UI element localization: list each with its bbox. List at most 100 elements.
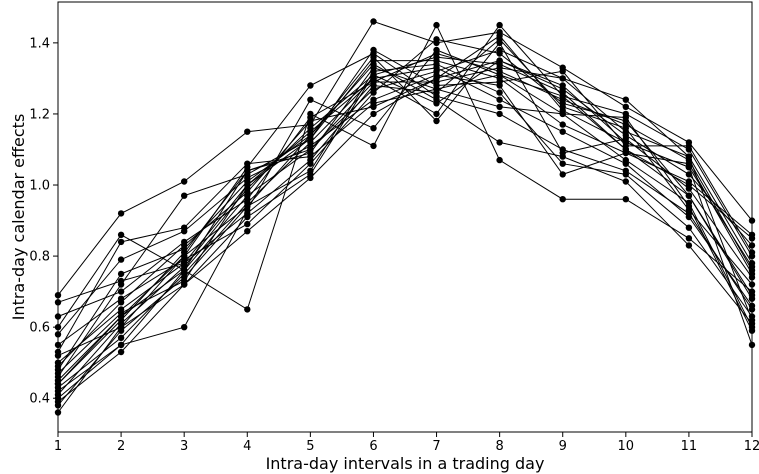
series-line xyxy=(57,20,753,296)
data-point xyxy=(622,114,629,121)
x-tick-label: 6 xyxy=(369,439,377,454)
data-point xyxy=(307,96,314,103)
data-point xyxy=(307,132,314,139)
series-line xyxy=(57,49,753,399)
data-point xyxy=(622,171,629,178)
series-line xyxy=(57,63,753,357)
data-point xyxy=(370,110,377,118)
data-point xyxy=(622,146,629,153)
series-line xyxy=(57,38,753,303)
data-point xyxy=(244,128,251,135)
data-point xyxy=(496,156,503,164)
x-tick-label: 11 xyxy=(681,439,698,454)
data-point xyxy=(433,36,440,43)
data-point xyxy=(433,50,440,57)
data-point xyxy=(181,252,188,260)
data-point xyxy=(117,313,125,320)
data-point xyxy=(559,160,566,167)
y-tick-label: 0.6 xyxy=(29,321,50,336)
data-point xyxy=(622,139,629,146)
data-point xyxy=(496,60,503,68)
x-tick-label: 12 xyxy=(744,439,759,454)
data-point xyxy=(433,64,440,71)
data-point xyxy=(433,89,440,96)
data-point xyxy=(622,160,629,167)
data-point xyxy=(433,96,440,103)
data-point xyxy=(496,139,503,146)
data-point xyxy=(496,110,503,118)
data-point xyxy=(685,178,693,185)
data-point xyxy=(559,75,566,82)
series-line xyxy=(57,35,753,367)
data-point xyxy=(559,128,566,135)
series-line xyxy=(57,67,753,385)
data-point xyxy=(496,78,503,86)
data-point xyxy=(117,299,125,306)
x-tick-label: 7 xyxy=(432,439,440,454)
data-point xyxy=(181,242,188,249)
y-axis-ticks: 0.4 0.6 0.8 1.0 1.2 1.4 xyxy=(29,36,58,407)
data-point xyxy=(181,228,188,235)
x-tick-label: 10 xyxy=(618,439,635,454)
x-tick-label: 8 xyxy=(495,439,503,454)
data-point xyxy=(307,125,314,132)
data-point xyxy=(433,21,440,29)
data-point xyxy=(244,306,251,313)
y-tick-label: 1.2 xyxy=(29,107,50,122)
data-point xyxy=(685,156,693,164)
series-group xyxy=(54,60,756,359)
data-point xyxy=(117,231,125,238)
data-point xyxy=(370,96,377,103)
data-point xyxy=(559,121,566,128)
x-axis-label: Intra-day intervals in a trading day xyxy=(266,454,545,473)
x-tick-label: 5 xyxy=(306,439,314,454)
data-point xyxy=(244,213,251,221)
data-point xyxy=(181,324,188,331)
data-point xyxy=(685,213,693,221)
data-point xyxy=(685,235,693,242)
series-line xyxy=(57,60,753,378)
data-point xyxy=(559,89,566,96)
data-point xyxy=(181,260,188,267)
data-point xyxy=(433,82,440,89)
series-line xyxy=(57,67,753,388)
data-point xyxy=(370,78,377,86)
data-point xyxy=(370,142,377,150)
data-point xyxy=(117,341,125,349)
data-point xyxy=(307,171,314,178)
data-point xyxy=(117,210,125,217)
data-point xyxy=(559,153,566,160)
y-tick-label: 0.4 xyxy=(29,392,50,407)
series-layer xyxy=(54,18,756,416)
data-point xyxy=(496,96,503,103)
data-point xyxy=(117,270,125,278)
x-tick-label: 9 xyxy=(559,439,567,454)
data-point xyxy=(496,50,503,57)
data-point xyxy=(244,181,251,189)
data-point xyxy=(685,224,693,231)
data-point xyxy=(370,18,377,25)
data-point xyxy=(496,89,503,96)
data-point xyxy=(559,68,566,75)
data-point xyxy=(307,156,314,164)
data-point xyxy=(622,121,629,128)
data-point xyxy=(244,220,251,228)
data-point xyxy=(622,132,629,139)
data-point xyxy=(370,46,377,54)
data-point xyxy=(685,142,693,150)
data-point xyxy=(370,125,377,132)
data-point xyxy=(307,117,314,125)
data-point xyxy=(244,167,251,174)
data-point xyxy=(117,256,125,263)
data-point xyxy=(181,192,188,199)
x-tick-label: 1 xyxy=(54,439,62,454)
data-point xyxy=(496,103,503,111)
data-point xyxy=(181,267,188,274)
data-point xyxy=(244,203,251,210)
data-point xyxy=(559,196,566,203)
data-point xyxy=(685,171,693,178)
data-point xyxy=(117,334,125,341)
data-point xyxy=(559,107,566,114)
